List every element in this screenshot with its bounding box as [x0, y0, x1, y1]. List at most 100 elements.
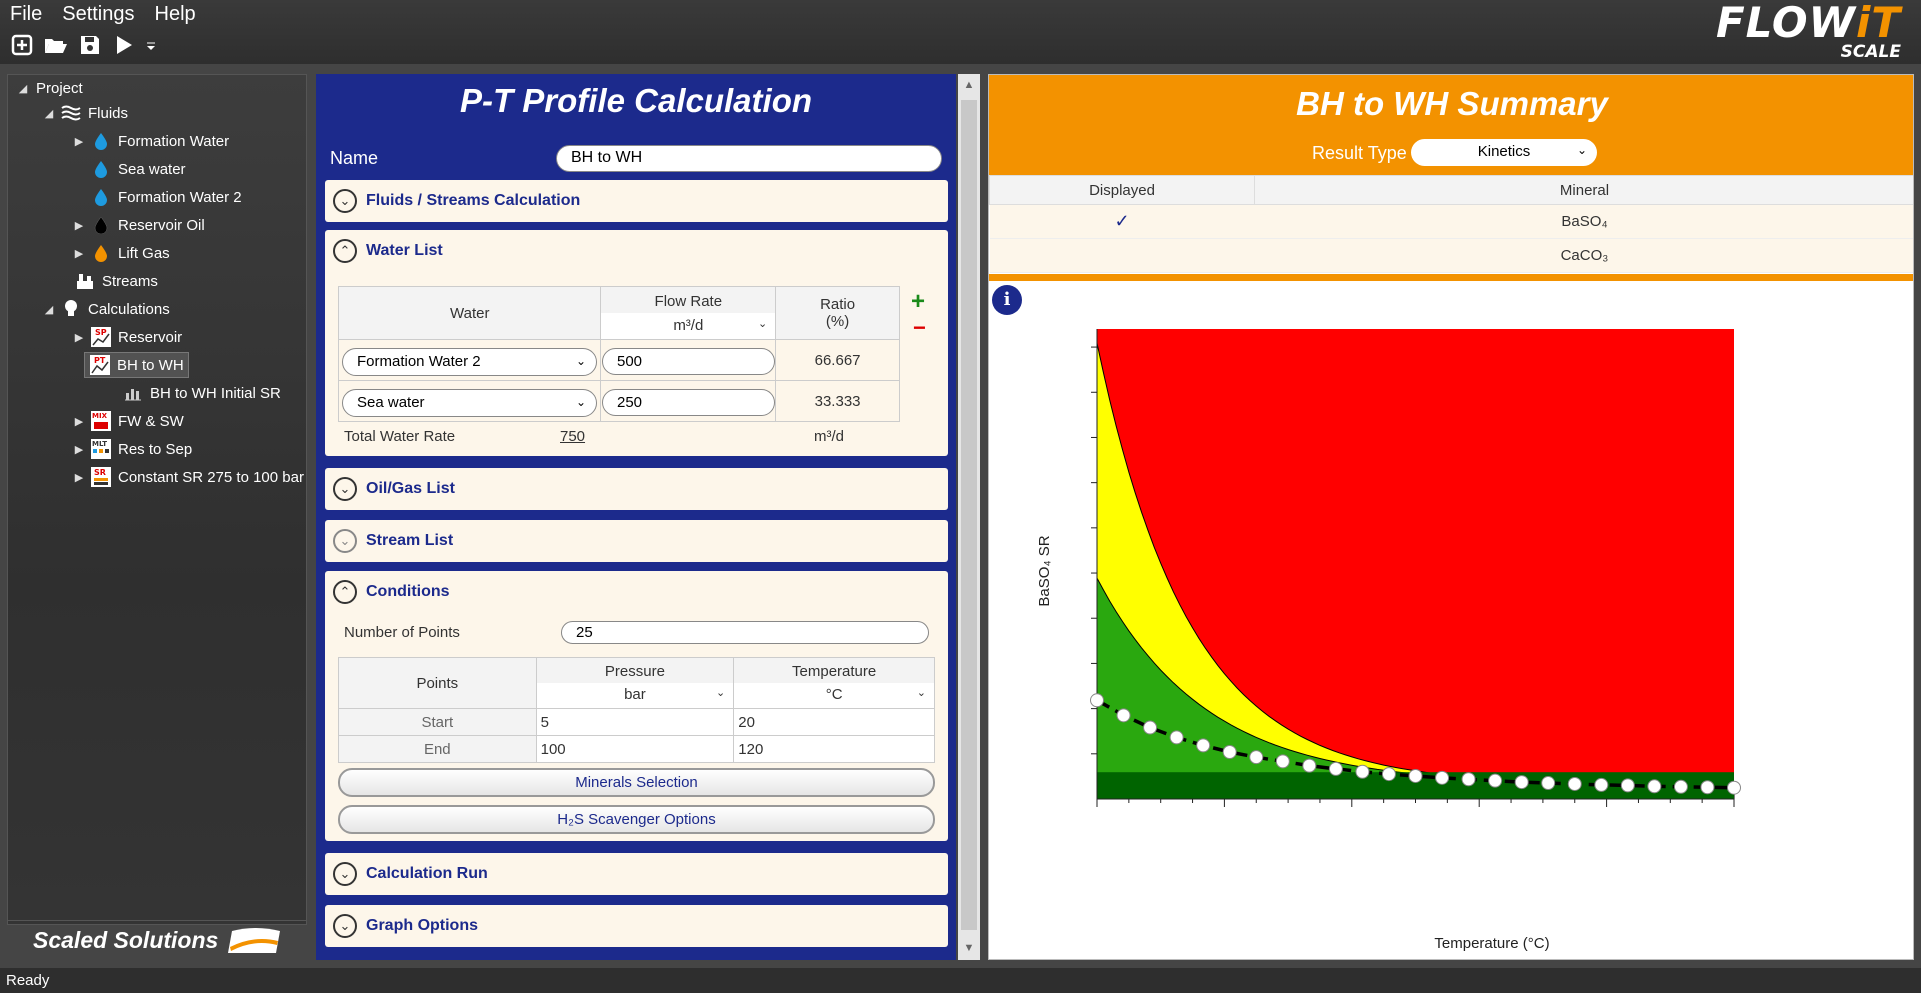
sr-series — [1090, 693, 1741, 795]
scroll-down-icon[interactable]: ▼ — [963, 942, 975, 954]
bar-chart-icon — [122, 382, 144, 404]
tree-label: Res to Sep — [118, 440, 193, 458]
chevron-down-icon[interactable]: ⌄ — [333, 914, 357, 938]
water-select-value: Sea water — [357, 394, 425, 411]
flow-unit-select[interactable]: m³/d ⌄ — [601, 312, 776, 339]
tree-item-bh-to-wh[interactable]: PT BH to WH — [84, 352, 189, 378]
conditions-table: Points Pressure bar ⌄ Temperature °C ⌄ Sta… — [338, 657, 935, 763]
expand-arrow-icon[interactable]: ▶ — [74, 219, 84, 232]
y-axis-label: BaSO₄ SR — [1036, 535, 1053, 606]
oil-drop-icon — [90, 214, 112, 236]
total-water-value: 750 — [560, 428, 586, 445]
sr-point — [1169, 730, 1184, 745]
number-of-points-input[interactable]: 25 — [561, 621, 929, 644]
status-bar: Ready — [0, 968, 1921, 993]
col-ratio-unit: (%) — [825, 313, 850, 330]
tree-item-project[interactable]: ◢ Project — [16, 75, 83, 101]
tree-item-fluids[interactable]: ◢ Fluids — [42, 100, 128, 126]
chevron-down-icon: ⌄ — [916, 686, 926, 699]
add-water-button[interactable]: + — [911, 288, 926, 315]
save-icon[interactable] — [76, 32, 104, 58]
name-input[interactable]: BH to WH — [556, 145, 942, 172]
open-folder-icon[interactable] — [42, 32, 70, 58]
menu-settings[interactable]: Settings — [62, 3, 135, 25]
start-pressure-input[interactable]: 5 — [535, 708, 735, 736]
new-icon[interactable] — [8, 32, 36, 58]
flow-rate-input[interactable]: 250 — [602, 389, 775, 416]
h2s-scavenger-options-button[interactable]: H₂S Scavenger Options — [338, 805, 935, 834]
tree-item-formation-water-2[interactable]: Formation Water 2 — [72, 184, 242, 210]
section-header[interactable]: ⌃ Conditions — [325, 571, 948, 613]
tree-label: Fluids — [88, 104, 129, 122]
name-label: Name — [330, 148, 379, 168]
flow-rate-input[interactable]: 500 — [602, 348, 775, 375]
expand-arrow-icon[interactable]: ▶ — [74, 135, 84, 148]
temperature-unit-select[interactable]: °C ⌄ — [734, 682, 934, 708]
overflow-icon[interactable] — [144, 32, 158, 58]
tree-item-fw-sw[interactable]: ▶ MIX FW & SW — [72, 408, 184, 434]
run-icon[interactable] — [110, 32, 138, 58]
end-pressure-input[interactable]: 100 — [535, 735, 735, 763]
tree-item-sea-water[interactable]: Sea water — [72, 156, 186, 182]
expand-arrow-icon[interactable]: ▶ — [74, 331, 84, 344]
displayed-checkmark-icon[interactable] — [989, 238, 1255, 273]
logo-flow: FLOW — [1715, 0, 1856, 47]
remove-water-button[interactable]: − — [913, 315, 926, 340]
expand-arrow-icon[interactable]: ▶ — [74, 247, 84, 260]
tree-item-reservoir[interactable]: ▶ SP Reservoir — [72, 324, 182, 350]
title-bar: File Settings Help FLOWiT SCALE — [0, 0, 1921, 64]
collapse-arrow-icon[interactable]: ◢ — [18, 82, 28, 95]
tree-item-reservoir-oil[interactable]: ▶ Reservoir Oil — [72, 212, 205, 238]
section-header[interactable]: ⌄ Stream List — [325, 520, 948, 562]
displayed-checkmark-icon[interactable]: ✓ — [989, 204, 1255, 239]
chevron-down-icon: ⌄ — [575, 395, 586, 409]
table-row[interactable]: CaCO₃ — [989, 238, 1913, 273]
chevron-down-icon[interactable]: ⌄ — [333, 529, 357, 553]
result-type-select[interactable]: Kinetics ⌄ — [1411, 139, 1597, 166]
water-select[interactable]: Formation Water 2 ⌄ — [342, 348, 597, 376]
tree-item-calculations[interactable]: ◢ Calculations — [42, 296, 170, 322]
section-header[interactable]: ⌄ Calculation Run — [325, 853, 948, 895]
chevron-down-icon[interactable]: ⌄ — [333, 862, 357, 886]
start-temperature-input[interactable]: 20 — [733, 708, 935, 736]
expand-arrow-icon[interactable]: ▶ — [74, 415, 84, 428]
minerals-selection-button[interactable]: Minerals Selection — [338, 768, 935, 797]
summary-title: BH to WH Summary — [1296, 85, 1608, 122]
water-select[interactable]: Sea water ⌄ — [342, 389, 597, 417]
expand-arrow-icon[interactable]: ▶ — [74, 443, 84, 456]
chevron-down-icon[interactable]: ⌄ — [333, 477, 357, 501]
tree-item-formation-water[interactable]: ▶ Formation Water — [72, 128, 229, 154]
tree-item-res-to-sep[interactable]: ▶ MLT Res to Sep — [72, 436, 192, 462]
chevron-down-icon[interactable]: ⌄ — [333, 189, 357, 213]
tree-item-bh-to-wh-initial-sr[interactable]: BH to WH Initial SR — [118, 380, 281, 406]
menu-help[interactable]: Help — [154, 3, 196, 25]
tree-label: BH to WH Initial SR — [150, 384, 281, 402]
end-temperature-input[interactable]: 120 — [733, 735, 935, 763]
pressure-unit-select[interactable]: bar ⌄ — [536, 682, 734, 708]
section-title: Fluids / Streams Calculation — [366, 192, 581, 209]
tree-item-lift-gas[interactable]: ▶ Lift Gas — [72, 240, 170, 266]
sr-point — [1143, 720, 1158, 735]
section-header[interactable]: ⌄ Graph Options — [325, 905, 948, 947]
sr-point — [1381, 767, 1396, 782]
collapse-arrow-icon[interactable]: ◢ — [44, 303, 54, 316]
tree-item-streams[interactable]: Streams — [56, 268, 158, 294]
total-water-label: Total Water Rate — [344, 428, 456, 445]
tree-item-constant-sr[interactable]: ▶ SR Constant SR 275 to 100 bar — [72, 464, 304, 490]
chevron-up-icon[interactable]: ⌃ — [333, 580, 357, 604]
table-row[interactable]: ✓ BaSO₄ — [989, 204, 1913, 239]
panel-scrollbar[interactable]: ▲ ▼ — [958, 74, 980, 960]
section-header[interactable]: ⌄ Fluids / Streams Calculation — [325, 180, 948, 222]
scroll-up-icon[interactable]: ▲ — [963, 79, 975, 91]
expand-arrow-icon[interactable]: ▶ — [74, 471, 84, 484]
scrollbar-thumb[interactable] — [961, 100, 977, 930]
collapse-arrow-icon[interactable]: ◢ — [44, 107, 54, 120]
menu-file[interactable]: File — [10, 3, 43, 25]
section-header[interactable]: ⌃ Water List — [325, 230, 948, 272]
tree-label: Reservoir — [118, 328, 183, 346]
info-icon[interactable]: i — [992, 285, 1022, 315]
sr-point — [1408, 768, 1423, 783]
chevron-up-icon[interactable]: ⌃ — [333, 239, 357, 263]
section-header[interactable]: ⌄ Oil/Gas List — [325, 468, 948, 510]
chart-axes — [1091, 329, 1735, 807]
